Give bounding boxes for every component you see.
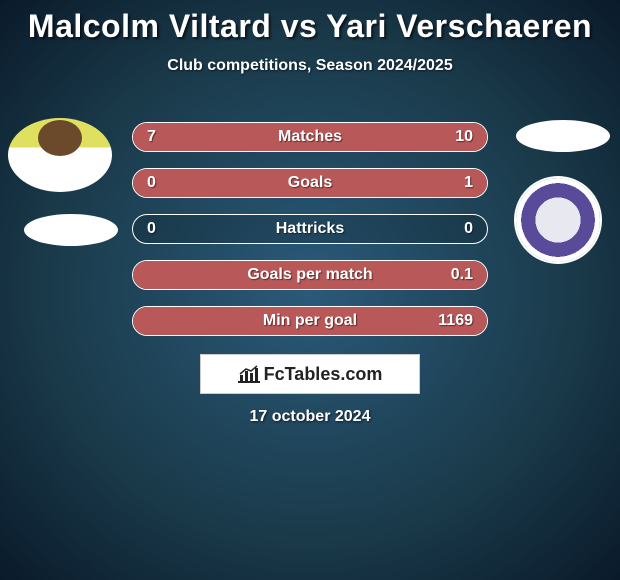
- stat-right-value: 1: [427, 174, 487, 192]
- brand-text: FcTables.com: [264, 364, 383, 385]
- player-left-club-placeholder: [24, 214, 118, 246]
- player-right-avatar-placeholder: [516, 120, 610, 152]
- stat-right-value: 0: [427, 220, 487, 238]
- stat-left-value: 0: [133, 174, 193, 192]
- stat-row: Min per goal1169: [132, 306, 488, 336]
- stat-label: Matches: [193, 128, 427, 146]
- stat-row: 0Hattricks0: [132, 214, 488, 244]
- stats-container: 7Matches100Goals10Hattricks0Goals per ma…: [132, 122, 488, 352]
- player-right-club-crest: [516, 178, 600, 262]
- stat-row: Goals per match0.1: [132, 260, 488, 290]
- stat-label: Min per goal: [193, 312, 427, 330]
- stat-left-value: 0: [133, 220, 193, 238]
- player-left-head: [38, 120, 82, 156]
- brand-watermark: FcTables.com: [200, 354, 420, 394]
- page-title: Malcolm Viltard vs Yari Verschaeren: [0, 0, 620, 45]
- infographic-date: 17 october 2024: [0, 408, 620, 426]
- stat-label: Hattricks: [193, 220, 427, 238]
- stat-row: 7Matches10: [132, 122, 488, 152]
- player-left-avatar: [8, 118, 112, 192]
- stat-label: Goals per match: [193, 266, 427, 284]
- subtitle: Club competitions, Season 2024/2025: [0, 57, 620, 75]
- stat-left-value: 7: [133, 128, 193, 146]
- chart-bar-icon: [238, 365, 260, 383]
- stat-right-value: 0.1: [427, 266, 487, 284]
- stat-label: Goals: [193, 174, 427, 192]
- stat-right-value: 1169: [427, 312, 487, 330]
- stat-right-value: 10: [427, 128, 487, 146]
- stat-row: 0Goals1: [132, 168, 488, 198]
